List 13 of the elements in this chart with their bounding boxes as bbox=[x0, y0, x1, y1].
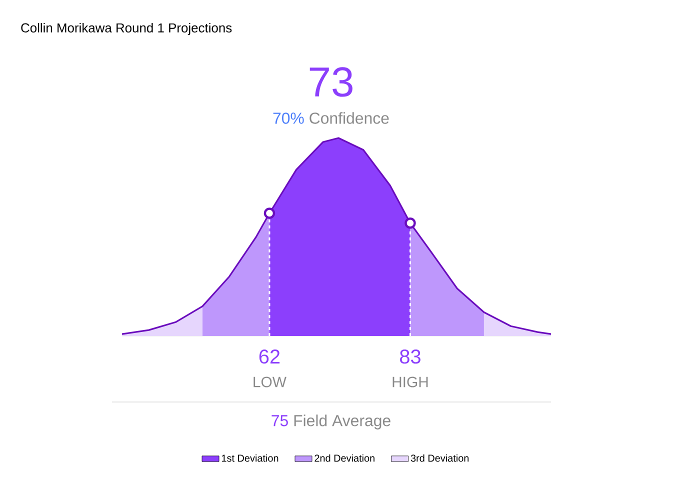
text: 73 bbox=[310, 67, 352, 97]
x-tick-label: 62 bbox=[259, 350, 280, 364]
text: HIGH bbox=[392, 376, 428, 388]
text: LOW bbox=[254, 376, 286, 388]
text: 75 bbox=[272, 415, 288, 426]
text: Field Average bbox=[294, 414, 390, 430]
x-tick-label: 83 bbox=[400, 350, 420, 364]
text: 70% bbox=[273, 112, 304, 124]
legend-label: 1st Deviation bbox=[222, 454, 278, 462]
legend-label: 3rd Deviation bbox=[410, 454, 469, 462]
chart-title: Collin Morikawa Round 1 Projections bbox=[21, 22, 232, 36]
text: Confidence bbox=[310, 112, 389, 124]
legend-label: 2nd Deviation bbox=[314, 454, 374, 462]
